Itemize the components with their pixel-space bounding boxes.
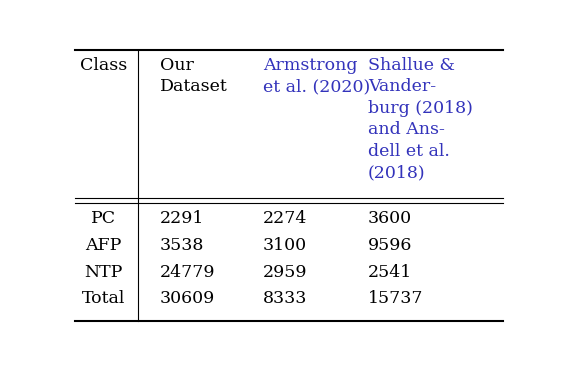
Text: AFP: AFP: [85, 237, 121, 254]
Text: 2291: 2291: [160, 210, 205, 227]
Text: Class: Class: [80, 57, 127, 74]
Text: 15737: 15737: [368, 291, 423, 307]
Text: Our
Dataset: Our Dataset: [160, 57, 228, 95]
Text: 2541: 2541: [368, 264, 412, 281]
Text: Shallue &
Vander-
burg (2018)
and Ans-
dell et al.
(2018): Shallue & Vander- burg (2018) and Ans- d…: [368, 57, 473, 181]
Text: PC: PC: [91, 210, 116, 227]
Text: Total: Total: [82, 291, 125, 307]
Text: 3100: 3100: [263, 237, 307, 254]
Text: 2274: 2274: [263, 210, 307, 227]
Text: 8333: 8333: [263, 291, 307, 307]
Text: 3538: 3538: [160, 237, 205, 254]
Text: Armstrong
et al. (2020): Armstrong et al. (2020): [263, 57, 370, 95]
Text: 2959: 2959: [263, 264, 307, 281]
Text: 9596: 9596: [368, 237, 412, 254]
Text: 3600: 3600: [368, 210, 412, 227]
Text: NTP: NTP: [84, 264, 122, 281]
Text: 30609: 30609: [160, 291, 215, 307]
Text: 24779: 24779: [160, 264, 215, 281]
